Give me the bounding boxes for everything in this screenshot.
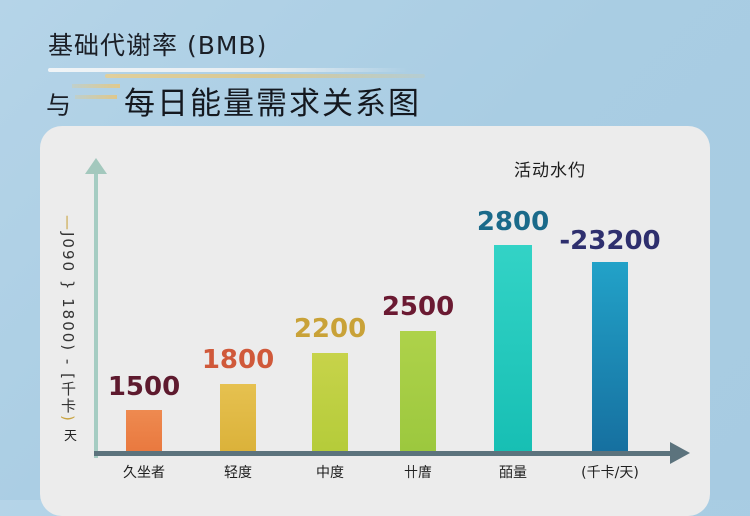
- bar: [400, 331, 436, 451]
- y-label-mark: —: [59, 215, 77, 232]
- decorative-line-gold: [105, 74, 425, 78]
- page-title-line2: 每日能量需求关系图: [124, 86, 421, 122]
- category-label: 久坐者: [123, 465, 165, 481]
- category-label: 轻度: [224, 465, 252, 481]
- category-label: (千卡/天): [581, 465, 639, 481]
- bar-value-label: 2500: [381, 292, 455, 322]
- y-axis-arrow-icon: [85, 158, 107, 174]
- y-label-unit: 千卡: [59, 380, 77, 415]
- bar: [312, 353, 348, 451]
- y-axis-label-end: 天: [64, 429, 78, 444]
- category-label: 卄庴: [404, 465, 432, 481]
- bar-value-label: 2200: [293, 314, 367, 344]
- legend-title: 活动水仢: [514, 161, 586, 181]
- y-axis-line: [94, 168, 98, 458]
- x-axis-arrow-icon: [670, 442, 690, 464]
- category-label: 皕量: [499, 465, 527, 481]
- bar-value-label: 1500: [107, 372, 181, 402]
- bar: [494, 245, 532, 451]
- decorative-stripe-gold-2: [75, 95, 117, 99]
- bar-value-label: 1800: [201, 345, 275, 375]
- bar-value-label: -23200: [559, 226, 661, 256]
- x-axis-line: [94, 451, 674, 456]
- page-title-line1: 基础代谢率 (BMB): [48, 31, 268, 60]
- y-label-paren: ): [59, 414, 77, 423]
- y-axis-label: —J090 } 1800) - [千卡): [58, 215, 79, 423]
- bar: [592, 262, 628, 451]
- decorative-stripe-gold-1: [72, 84, 120, 88]
- bar: [220, 384, 256, 451]
- decorative-line-white: [48, 68, 408, 72]
- page-title-line2-prefix: 与: [46, 91, 72, 120]
- category-label: 中度: [316, 465, 344, 481]
- bar-value-label: 2800: [476, 207, 550, 237]
- y-label-text: J090 } 1800) - [: [59, 232, 77, 381]
- bar: [126, 410, 162, 451]
